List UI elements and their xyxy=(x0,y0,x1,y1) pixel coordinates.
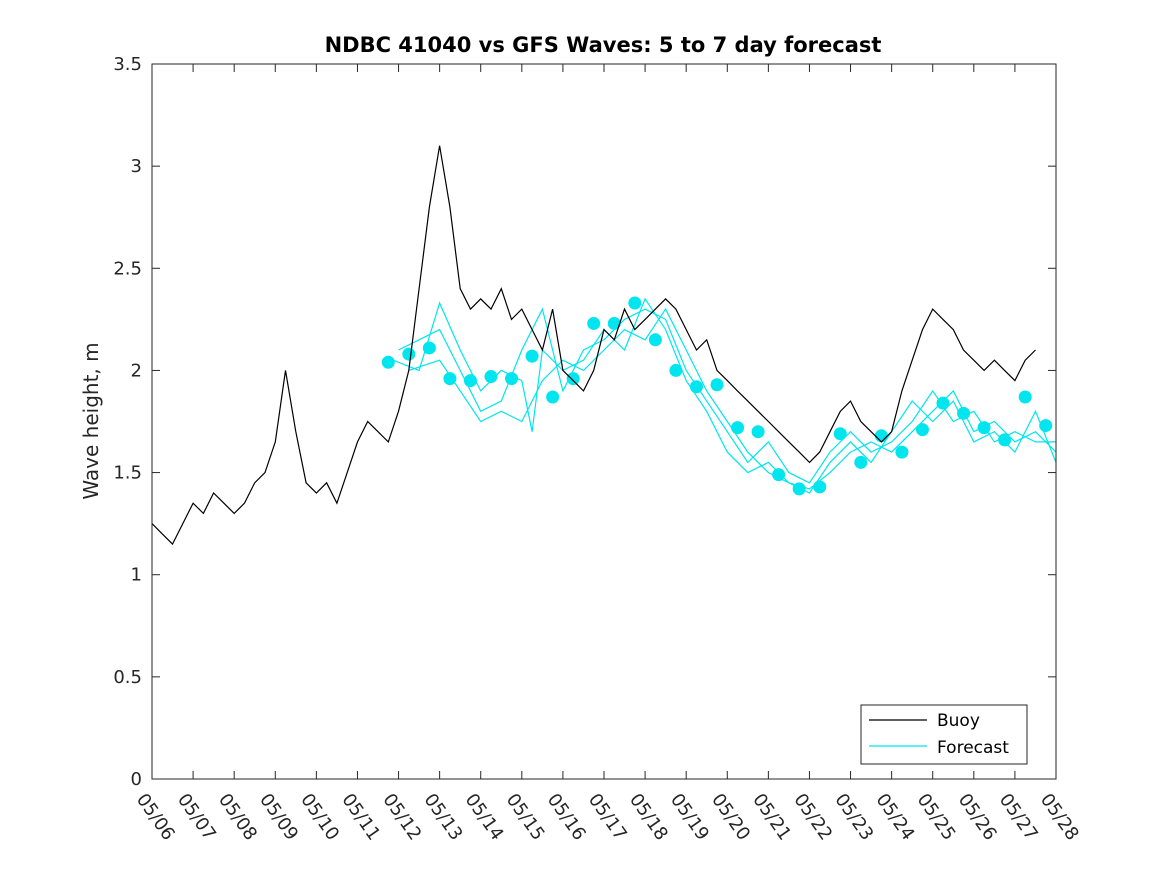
y-tick-label: 2.5 xyxy=(113,258,142,279)
forecast-marker xyxy=(587,316,601,330)
forecast-marker xyxy=(648,333,662,347)
forecast-marker xyxy=(546,390,560,404)
plot-area xyxy=(151,145,1057,546)
forecast-marker xyxy=(566,372,580,386)
chart-title: NDBC 41040 vs GFS Waves: 5 to 7 day fore… xyxy=(325,33,882,57)
y-tick-label: 1.5 xyxy=(113,463,142,484)
forecast-marker xyxy=(915,423,929,437)
forecast-marker xyxy=(505,372,519,386)
forecast-marker xyxy=(422,341,436,355)
y-tick-label: 3.5 xyxy=(113,54,142,75)
forecast-marker xyxy=(813,480,827,494)
forecast-marker xyxy=(381,355,395,369)
forecast-marker xyxy=(998,433,1012,447)
forecast-marker xyxy=(443,372,457,386)
legend-label-buoy: Buoy xyxy=(937,711,980,731)
forecast-marker xyxy=(936,396,950,410)
forecast-marker xyxy=(402,347,416,361)
forecast-marker xyxy=(710,378,724,392)
forecast-marker xyxy=(1018,390,1032,404)
forecast-marker xyxy=(731,421,745,435)
forecast-marker xyxy=(772,468,786,482)
y-tick-label: 3 xyxy=(131,156,142,177)
forecast-marker xyxy=(751,425,765,439)
y-tick-label: 1 xyxy=(131,565,142,586)
y-tick-label: 2 xyxy=(131,360,142,381)
y-tick-label: 0.5 xyxy=(113,667,142,688)
forecast-marker xyxy=(669,363,683,377)
forecast-marker xyxy=(484,370,498,384)
forecast-marker xyxy=(854,455,868,469)
forecast-marker xyxy=(628,296,642,310)
legend-box xyxy=(860,704,1028,765)
buoy-line xyxy=(151,145,1036,546)
forecast-marker xyxy=(525,349,539,363)
forecast-marker xyxy=(895,445,909,459)
forecast-marker xyxy=(833,427,847,441)
legend: Buoy Forecast xyxy=(860,704,1028,765)
y-axis-label: Wave height, m xyxy=(79,342,103,499)
y-tick-label: 0 xyxy=(131,769,142,790)
legend-label-forecast: Forecast xyxy=(937,738,1009,758)
forecast-line-4 xyxy=(408,307,1057,490)
forecast-line-3 xyxy=(398,307,1056,484)
